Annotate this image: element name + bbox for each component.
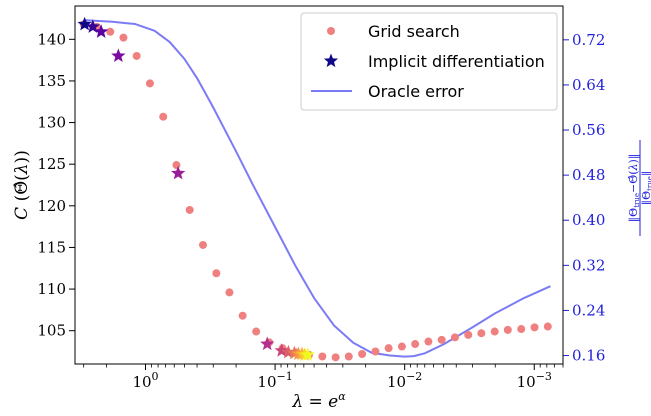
point-grid-search — [544, 323, 552, 331]
y-right-tick-label: 0.40 — [572, 211, 605, 229]
point-grid-search — [451, 333, 459, 341]
y-right-tick-label: 0.48 — [572, 166, 605, 184]
y-tick-label: 115 — [37, 238, 66, 256]
y-tick-label: 140 — [37, 30, 66, 48]
y-right-tick-label: 0.72 — [572, 31, 605, 49]
y-right-tick-label: 0.32 — [572, 256, 605, 274]
y-axis-right-label: ‖Θtrue−Θ̂(λ)‖ ‖Θtrue‖ — [627, 140, 651, 236]
legend-label-oracle-error: Oracle error — [368, 82, 464, 101]
y-tick-label: 105 — [37, 322, 66, 340]
point-grid-search — [424, 338, 432, 346]
point-grid-search — [239, 312, 247, 320]
point-grid-search — [517, 325, 525, 333]
y-axis-right-ticks: 0.16 0.24 0.32 0.40 0.48 0.56 0.64 0.72 — [563, 31, 605, 365]
point-grid-search — [318, 353, 326, 361]
point-grid-search — [119, 34, 127, 42]
point-grid-search — [332, 353, 340, 361]
point-grid-search — [385, 344, 393, 352]
point-grid-search — [398, 343, 406, 351]
point-grid-search — [159, 113, 167, 121]
y-tick-label: 120 — [37, 197, 66, 215]
legend-marker-grid-search — [327, 27, 335, 35]
y-axis-label: C (Θ̂(λ)) — [12, 150, 32, 220]
y-tick-label: 110 — [37, 280, 66, 298]
svg-text:‖Θtrue‖: ‖Θtrue‖ — [640, 171, 651, 206]
point-grid-search — [212, 269, 220, 277]
x-tick-label: 10−2 — [387, 370, 422, 391]
point-grid-search — [411, 340, 419, 348]
legend-label-grid-search: Grid search — [368, 22, 460, 41]
x-axis-label: λ = eα — [291, 390, 346, 412]
point-grid-search — [133, 52, 141, 60]
point-grid-search — [225, 288, 233, 296]
point-grid-search — [491, 328, 499, 336]
point-grid-search — [199, 241, 207, 249]
y-right-tick-label: 0.64 — [572, 76, 605, 94]
x-tick-label: 100 — [132, 370, 158, 391]
point-grid-search — [358, 350, 366, 358]
y-tick-label: 135 — [37, 72, 66, 90]
x-tick-label: 10−3 — [517, 370, 552, 391]
point-grid-search — [186, 206, 194, 214]
svg-text:‖Θtrue−Θ̂(λ)‖: ‖Θtrue−Θ̂(λ)‖ — [627, 154, 641, 223]
y-axis-ticks: 105 110 115 120 125 130 135 140 — [37, 30, 75, 339]
point-grid-search — [438, 336, 446, 344]
legend: Grid search Implicit differentiation Ora… — [301, 13, 557, 110]
point-grid-search — [146, 79, 154, 87]
x-tick-label: 10−1 — [257, 370, 292, 391]
point-grid-search — [345, 353, 353, 361]
y-tick-label: 130 — [37, 114, 66, 132]
point-grid-search — [172, 161, 180, 169]
x-axis-ticks: 100 10−1 10−2 10−3 — [84, 364, 563, 391]
point-grid-search — [531, 323, 539, 331]
y-tick-label: 125 — [37, 155, 66, 173]
y-right-tick-label: 0.24 — [572, 301, 605, 319]
point-grid-search — [371, 348, 379, 356]
y-right-tick-label: 0.16 — [572, 347, 605, 365]
point-grid-search — [252, 328, 260, 336]
point-grid-search — [106, 28, 114, 36]
legend-label-implicit-differentiation: Implicit differentiation — [368, 52, 545, 71]
y-right-tick-label: 0.56 — [572, 121, 605, 139]
point-grid-search — [504, 326, 512, 334]
point-grid-search — [464, 331, 472, 339]
svg-text:C (Θ̂(λ)): C (Θ̂(λ)) — [12, 150, 32, 220]
point-grid-search — [477, 329, 485, 337]
